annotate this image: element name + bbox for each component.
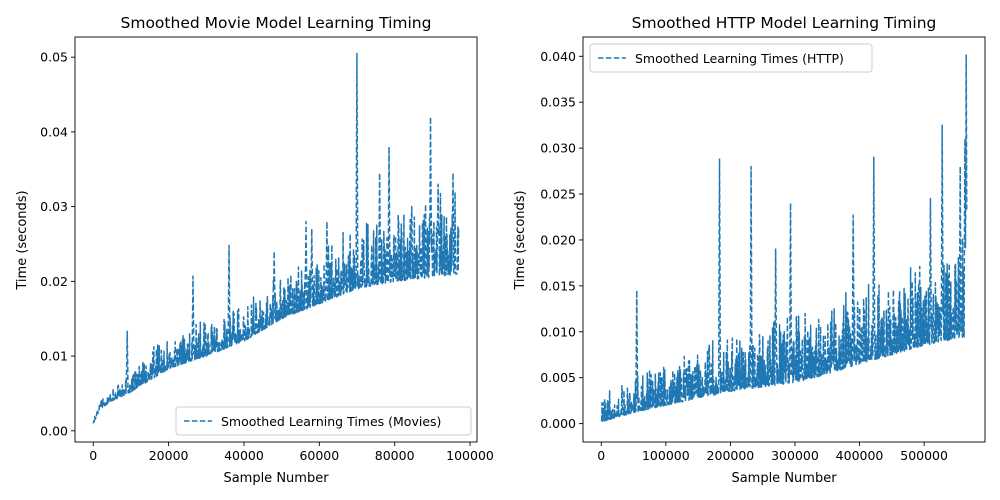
x-tick-label: 40000 xyxy=(224,448,264,463)
x-tick-label: 0 xyxy=(89,448,97,463)
y-tick-label: 0.030 xyxy=(540,141,576,156)
y-tick-label: 0.01 xyxy=(40,349,68,364)
axes-frame xyxy=(582,36,986,443)
axes: 0 100000 200000 300000 400000 500000 0.000 0.00… xyxy=(540,36,986,463)
x-tick-label: 80000 xyxy=(375,448,415,463)
legend: Smoothed Learning Times (HTTP) xyxy=(589,43,873,73)
y-tick-label: 0.015 xyxy=(540,278,576,293)
y-tick-label: 0.005 xyxy=(540,370,576,385)
y-axis-label: Time (seconds) xyxy=(15,190,30,290)
y-tick-label: 0.05 xyxy=(40,50,68,65)
y-tick-label: 0.035 xyxy=(540,95,576,110)
x-tick-label: 20000 xyxy=(149,448,189,463)
x-tick-label: 0 xyxy=(597,448,605,463)
x-tick-label: 60000 xyxy=(299,448,339,463)
x-tick-label: 400000 xyxy=(836,448,884,463)
series-line xyxy=(92,52,460,424)
x-tick-label: 200000 xyxy=(707,448,755,463)
y-tick-label: 0.04 xyxy=(40,124,68,139)
y-axis-label: Time (seconds) xyxy=(513,190,528,290)
legend: Smoothed Learning Times (Movies) xyxy=(175,406,472,436)
legend-box xyxy=(589,43,873,73)
y-tick-label: 0.02 xyxy=(40,274,68,289)
y-tick-label: 0.020 xyxy=(540,232,576,247)
chart-title: Smoothed HTTP Model Learning Timing xyxy=(632,14,937,32)
plot-area xyxy=(600,53,968,423)
http-chart: Smoothed HTTP Model Learning Timing 0 100… xyxy=(513,14,986,486)
x-tick-label: 100000 xyxy=(446,448,494,463)
plot-area xyxy=(92,52,460,424)
x-axis-label: Sample Number xyxy=(731,471,837,486)
y-tick-label: 0.00 xyxy=(40,423,68,438)
y-tick-label: 0.000 xyxy=(540,416,576,431)
y-tick-label: 0.010 xyxy=(540,324,576,339)
legend-box xyxy=(175,406,472,436)
x-tick-label: 500000 xyxy=(900,448,948,463)
chart-title: Smoothed Movie Model Learning Timing xyxy=(121,14,432,32)
x-tick-label: 100000 xyxy=(642,448,690,463)
x-axis-label: Sample Number xyxy=(223,471,329,486)
movie-chart: Smoothed Movie Model Learning Timing 0 20… xyxy=(15,14,494,486)
x-tick-label: 300000 xyxy=(771,448,819,463)
y-tick-label: 0.03 xyxy=(40,199,68,214)
axes: 0 20000 40000 60000 80000 100000 0.00 0.01 0.02 0… xyxy=(40,36,494,463)
y-tick-label: 0.025 xyxy=(540,187,576,202)
series-line xyxy=(600,53,968,423)
axes-frame xyxy=(74,36,478,443)
legend-label: Smoothed Learning Times (Movies) xyxy=(221,414,441,429)
y-tick-label: 0.040 xyxy=(540,49,576,64)
legend-label: Smoothed Learning Times (HTTP) xyxy=(635,51,844,66)
